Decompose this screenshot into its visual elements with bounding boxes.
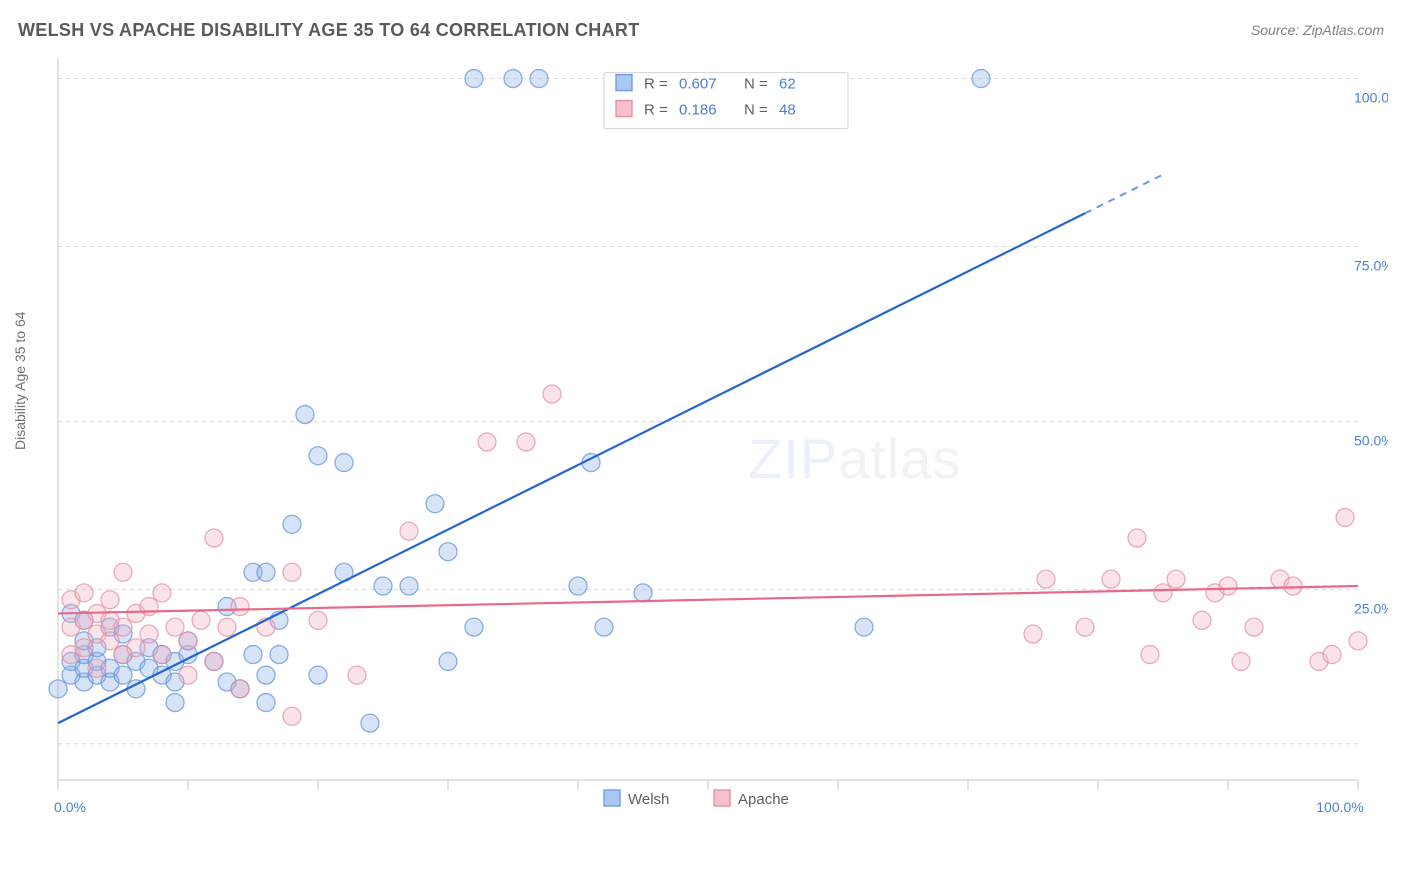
y-tick-labels: 50.0% 100.0% 25.0% 75.0% bbox=[1354, 90, 1388, 617]
svg-text:R =: R = bbox=[644, 102, 668, 119]
svg-text:62: 62 bbox=[779, 76, 796, 93]
gridlines bbox=[58, 79, 1358, 744]
page-title: WELSH VS APACHE DISABILITY AGE 35 TO 64 … bbox=[18, 20, 640, 41]
svg-text:Apache: Apache bbox=[738, 791, 789, 808]
axes bbox=[58, 58, 1358, 780]
source-attribution: Source: ZipAtlas.com bbox=[1251, 22, 1384, 38]
svg-text:R =: R = bbox=[644, 76, 668, 93]
svg-text:100.0%: 100.0% bbox=[1316, 799, 1363, 815]
svg-text:N =: N = bbox=[744, 76, 768, 93]
svg-text:0.607: 0.607 bbox=[679, 76, 717, 93]
correlation-scatter-chart: ZIPatlas R = 0.607 N = 62 R = 0.186 N = 48 0.0%… bbox=[48, 58, 1388, 858]
x-ticks: 0.0% 100.0% bbox=[54, 780, 1364, 815]
svg-text:75.0%: 75.0% bbox=[1354, 258, 1388, 274]
watermark: ZIPatlas bbox=[748, 427, 961, 490]
trend-lines bbox=[58, 175, 1358, 724]
svg-text:100.0%: 100.0% bbox=[1354, 90, 1388, 106]
svg-text:0.0%: 0.0% bbox=[54, 799, 86, 815]
svg-text:48: 48 bbox=[779, 102, 796, 119]
svg-text:50.0%: 50.0% bbox=[1354, 432, 1388, 448]
svg-text:Welsh: Welsh bbox=[628, 791, 669, 808]
legend-series: Welsh Apache bbox=[604, 790, 789, 808]
legend-correlation-stats: R = 0.607 N = 62 R = 0.186 N = 48 bbox=[604, 73, 848, 129]
svg-text:25.0%: 25.0% bbox=[1354, 600, 1388, 616]
y-axis-label: Disability Age 35 to 64 bbox=[12, 311, 28, 450]
svg-text:N =: N = bbox=[744, 102, 768, 119]
svg-text:0.186: 0.186 bbox=[679, 102, 717, 119]
chart-container: ZIPatlas R = 0.607 N = 62 R = 0.186 N = 48 0.0%… bbox=[48, 58, 1388, 818]
